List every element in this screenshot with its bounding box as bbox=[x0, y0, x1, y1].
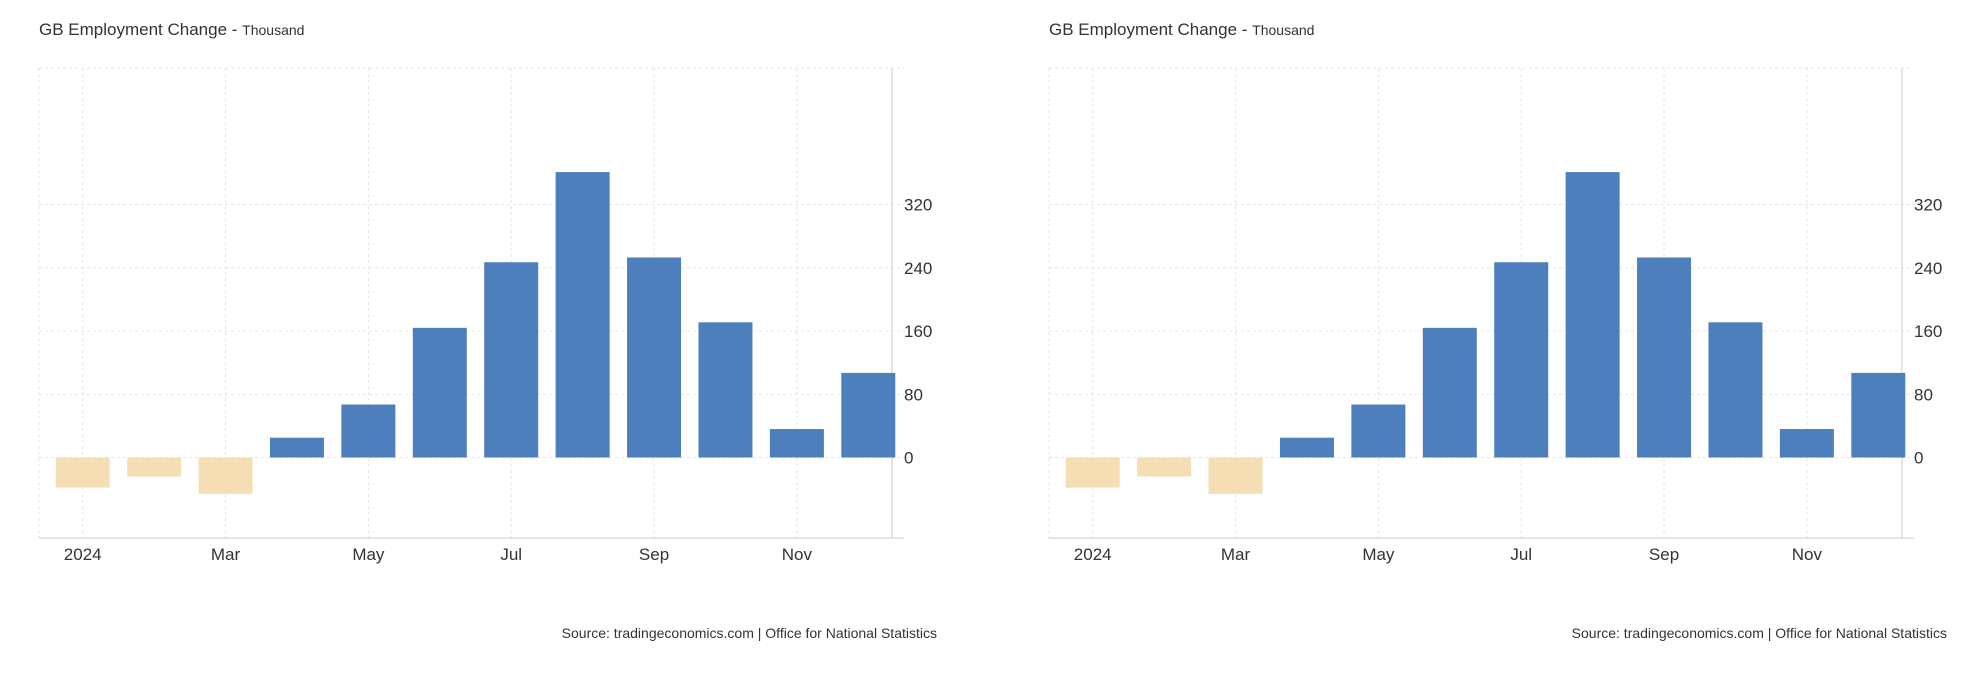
bar bbox=[1494, 262, 1549, 458]
x-tick-label: Nov bbox=[1792, 545, 1823, 564]
chart-title: GB Employment Change - Thousand bbox=[1049, 20, 1315, 39]
chart-title: GB Employment Change - Thousand bbox=[39, 20, 305, 39]
x-tick-label: May bbox=[352, 545, 385, 564]
x-tick-label: Sep bbox=[1649, 545, 1679, 564]
bar bbox=[341, 404, 396, 458]
chart-panel-right: GB Employment Change - Thousand 0 80 160 24… bbox=[1010, 0, 1979, 674]
chart-source: Source: tradingeconomics.com | Office fo… bbox=[561, 625, 937, 641]
y-tick-label: 320 bbox=[1914, 196, 1942, 215]
y-tick-label: 0 bbox=[1914, 449, 1923, 468]
bar bbox=[1279, 437, 1334, 458]
bar bbox=[1208, 457, 1263, 494]
bar bbox=[55, 457, 110, 488]
x-tick-label: Mar bbox=[1221, 545, 1251, 564]
bar bbox=[269, 437, 324, 458]
bar bbox=[698, 322, 753, 458]
x-tick-label: May bbox=[1362, 545, 1395, 564]
x-tick-label: Nov bbox=[782, 545, 813, 564]
bar bbox=[1137, 457, 1192, 477]
x-tick-label: Mar bbox=[211, 545, 241, 564]
bar bbox=[484, 262, 539, 458]
y-tick-label: 0 bbox=[904, 449, 913, 468]
bar bbox=[1422, 327, 1477, 458]
bar bbox=[1065, 457, 1120, 488]
chart-unit: Thousand bbox=[242, 22, 305, 38]
bar bbox=[1565, 172, 1620, 458]
y-tick-label: 80 bbox=[1914, 385, 1933, 404]
bar bbox=[769, 429, 824, 458]
x-tick-label: 2024 bbox=[64, 545, 102, 564]
bar-chart: 0 80 160 240 320 2024 Mar May Jul Sep Nov bbox=[1048, 67, 1942, 564]
x-tick-label: Sep bbox=[639, 545, 669, 564]
chart-source: Source: tradingeconomics.com | Office fo… bbox=[1571, 625, 1947, 641]
bar bbox=[1351, 404, 1406, 458]
x-tick-label: Jul bbox=[1510, 545, 1532, 564]
bar bbox=[127, 457, 182, 477]
bar bbox=[1637, 257, 1692, 458]
bar bbox=[841, 372, 896, 458]
y-tick-label: 160 bbox=[904, 322, 932, 341]
y-tick-label: 240 bbox=[904, 259, 932, 278]
x-tick-label: 2024 bbox=[1074, 545, 1112, 564]
bar bbox=[198, 457, 253, 494]
gridlines bbox=[1048, 67, 1914, 538]
y-tick-label: 160 bbox=[1914, 322, 1942, 341]
chart-panel-left: GB Employment Change - Thousand 0 80 160 24… bbox=[0, 0, 980, 674]
gridlines bbox=[38, 67, 904, 538]
x-tick-label: Jul bbox=[500, 545, 522, 564]
bar bbox=[627, 257, 682, 458]
bar bbox=[555, 172, 610, 458]
y-tick-label: 320 bbox=[904, 196, 932, 215]
bar bbox=[412, 327, 467, 458]
bar bbox=[1779, 429, 1834, 458]
chart-unit: Thousand bbox=[1252, 22, 1315, 38]
bar-chart: 0 80 160 240 320 2024 Mar May Jul Sep Nov bbox=[38, 67, 932, 564]
bar bbox=[1708, 322, 1763, 458]
y-tick-label: 80 bbox=[904, 385, 923, 404]
bar bbox=[1851, 372, 1906, 458]
y-tick-label: 240 bbox=[1914, 259, 1942, 278]
